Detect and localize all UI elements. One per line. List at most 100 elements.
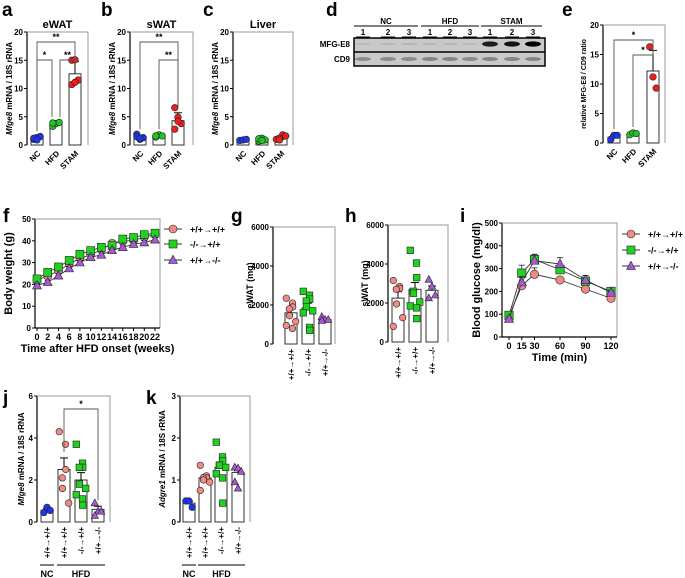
category-label: +/+→-/- xyxy=(234,527,243,554)
significance-label: ** xyxy=(165,50,173,60)
legend-marker xyxy=(168,224,178,234)
y-tick-label: 10 xyxy=(14,85,23,94)
data-point xyxy=(49,119,57,127)
y-axis-label-text: mRNA / 18S rRNA xyxy=(158,410,167,480)
y-tick-label: 0 xyxy=(595,139,600,148)
significance-bracket xyxy=(632,44,654,127)
y-axis-label-text: sWAT (mg) xyxy=(360,260,370,306)
y-tick-label: 0 xyxy=(29,518,34,527)
y-tick-label: 3 xyxy=(172,392,177,401)
y-tick-label: 15 xyxy=(220,56,229,65)
data-point xyxy=(406,302,414,310)
y-tick-label: 0 xyxy=(122,141,127,150)
data-point xyxy=(96,506,106,515)
data-point xyxy=(222,463,230,472)
y-axis-label: Body weight (g) xyxy=(3,232,15,315)
panel-label-i: i xyxy=(460,206,465,227)
data-point xyxy=(219,499,227,507)
cd9-band xyxy=(462,57,478,61)
data-point xyxy=(62,465,70,474)
legend-label: -/-→+/+ xyxy=(648,246,679,256)
y-tick-label: 0 xyxy=(27,324,32,333)
data-point xyxy=(196,486,204,495)
data-point xyxy=(185,497,193,505)
y-tick-label: 30 xyxy=(22,259,31,268)
data-point xyxy=(412,259,421,267)
data-point xyxy=(285,312,294,320)
y-tick-label: 0 xyxy=(494,333,499,342)
x-tick-label: 14 xyxy=(107,332,117,342)
lane-label: 3 xyxy=(407,28,412,37)
mfge8-band xyxy=(442,43,458,45)
x-tick-label: 16 xyxy=(118,332,128,342)
y-tick-label: 10 xyxy=(590,80,599,89)
y-tick-label: 20 xyxy=(14,28,23,37)
data-point xyxy=(299,287,307,295)
panel-label-a: a xyxy=(2,0,13,21)
legend-marker xyxy=(168,254,178,264)
data-point xyxy=(75,463,83,472)
legend-label: +/+→+/+ xyxy=(190,225,225,235)
panel-title: sWAT xyxy=(147,19,177,31)
data-point xyxy=(78,495,87,503)
plot-frame xyxy=(27,31,89,145)
blot-row-label: MFG-E8 xyxy=(320,40,351,49)
data-point xyxy=(406,246,414,254)
legend-marker xyxy=(168,239,178,249)
category-label: NC xyxy=(28,149,43,164)
data-point xyxy=(71,78,79,86)
data-point xyxy=(275,136,284,144)
panel-title: Liver xyxy=(250,19,277,31)
blot-row-label: CD9 xyxy=(334,55,351,64)
data-point xyxy=(40,508,48,517)
significance-label: * xyxy=(632,30,636,40)
category-label: -/-→+/+ xyxy=(411,347,420,374)
legend-marker xyxy=(626,229,636,239)
group-label: HFD xyxy=(72,569,91,578)
y-axis-label: relative MFG-E8 / CD9 ratio xyxy=(581,39,588,129)
data-point xyxy=(75,250,85,259)
cd9-band xyxy=(482,57,498,61)
plot-frame xyxy=(35,218,161,328)
data-point xyxy=(282,132,290,140)
y-axis-label-text: Blood glucose (mg/dl) xyxy=(471,222,483,338)
y-tick-label: 2 xyxy=(172,434,177,443)
data-point xyxy=(199,476,208,484)
category-label: NC xyxy=(605,147,620,162)
data-point xyxy=(61,440,70,448)
significance-bracket xyxy=(63,408,99,501)
chart-panel-k: 0 1 2 3 Adgre1 mRNA / 18S rRNA +/+→+/+ +/+→+/+… xyxy=(158,392,251,578)
y-tick-label: 1 xyxy=(172,476,177,485)
data-point xyxy=(136,134,144,142)
y-tick-label: 6000 xyxy=(251,223,269,232)
lane-label: 1 xyxy=(428,28,433,37)
data-point xyxy=(652,84,660,92)
y-axis-label-gene: Mfge8 xyxy=(211,111,220,135)
data-point xyxy=(58,484,67,493)
category-label: +/+→-/- xyxy=(428,347,437,374)
panel-label-g: g xyxy=(231,206,243,227)
category-label: -/-→+/+ xyxy=(304,349,313,376)
significance-bracket xyxy=(36,59,53,132)
data-point xyxy=(79,501,87,509)
data-point xyxy=(72,491,80,499)
y-axis-label-gene: Mfge8 xyxy=(5,111,14,135)
data-point xyxy=(55,428,63,436)
blot-group-label: NC xyxy=(380,17,392,26)
legend-label: -/-→+/+ xyxy=(190,240,221,250)
data-point xyxy=(646,43,654,51)
x-tick-label: 18 xyxy=(129,332,139,342)
lane-label: 1 xyxy=(488,28,493,37)
data-point xyxy=(218,474,227,482)
plot-frame xyxy=(233,31,294,145)
data-point xyxy=(233,483,243,492)
data-point xyxy=(309,307,317,315)
x-tick-label: 20 xyxy=(139,332,149,342)
y-tick-label: 100 xyxy=(485,310,499,319)
significance-bracket xyxy=(613,39,654,130)
